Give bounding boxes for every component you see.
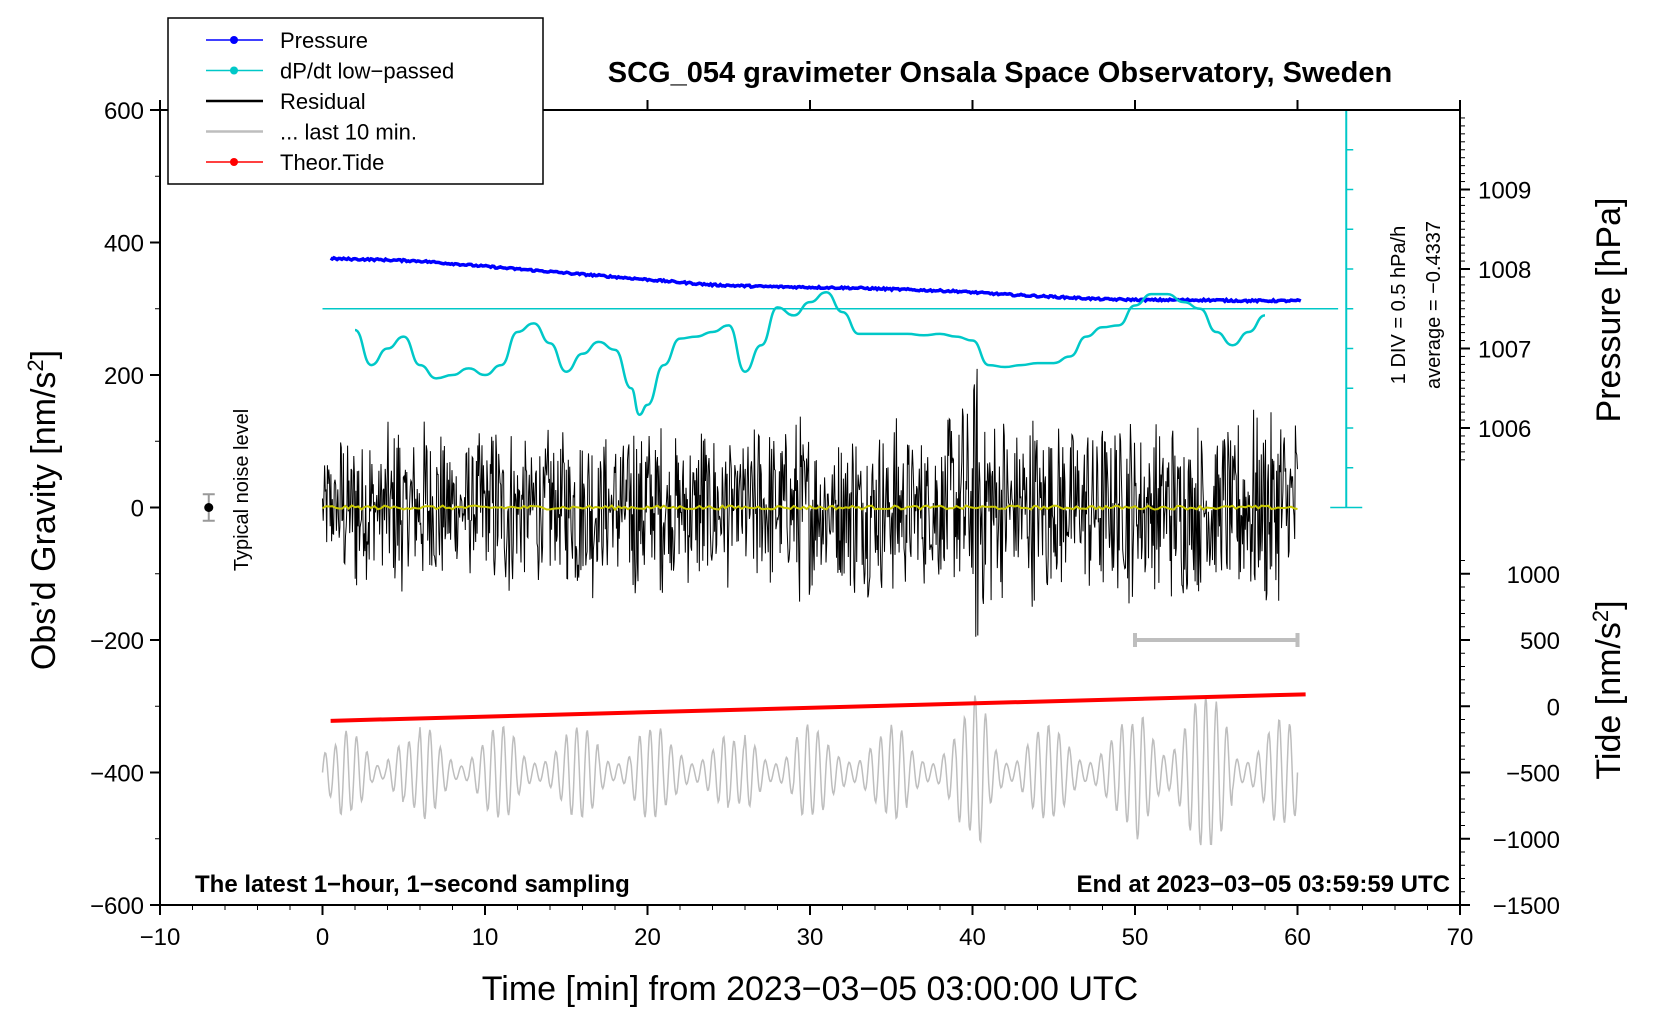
chart-title: SCG_054 gravimeter Onsala Space Observat… xyxy=(608,57,1392,89)
x-tick-label: −10 xyxy=(140,924,181,951)
x-tick-label: 0 xyxy=(316,924,329,951)
tide-tick-label: 1000 xyxy=(1507,562,1560,589)
residual-mean-series xyxy=(321,504,1298,511)
y-axis-title-tide-text: Tide [nm/s xyxy=(1590,622,1628,779)
legend-label: Residual xyxy=(280,89,366,114)
y-axis-title-gravity-end: ] xyxy=(25,350,63,359)
legend-label: ... last 10 min. xyxy=(280,120,417,145)
y-tick-label: 0 xyxy=(131,496,144,523)
x-axis-title: Time [min] from 2023−03−05 03:00:00 UTC xyxy=(482,970,1138,1008)
y-tick-label: −600 xyxy=(90,893,144,920)
last-10-min-series xyxy=(321,695,1299,846)
y-axis-title-tide-sup: 2 xyxy=(1588,610,1613,622)
legend-label: dP/dt low−passed xyxy=(280,59,454,84)
legend-label: Pressure xyxy=(280,28,368,53)
y-tick-label: 200 xyxy=(104,363,144,390)
legend-items: Pressure dP/dt low−passed Residual ... last… xyxy=(206,28,454,175)
pressure-tick-label: 1007 xyxy=(1478,337,1531,364)
pressure-scale-label: 1 DIV = 0.5 hPa/h xyxy=(1388,226,1410,384)
note-end-time: End at 2023−03−05 03:59:59 UTC xyxy=(1076,871,1450,898)
y-tick-label: 600 xyxy=(104,98,144,125)
dpdt-series xyxy=(354,290,1266,417)
y-tick-label: −400 xyxy=(90,761,144,788)
pressure-series xyxy=(329,255,1302,305)
tide-tick-label: 0 xyxy=(1547,694,1560,721)
y-axis-title-gravity-sup: 2 xyxy=(23,359,48,371)
tide-tick-label: −1000 xyxy=(1493,827,1560,854)
y-axis-title-tide: Tide [nm/s2] xyxy=(1588,600,1628,779)
noise-level-label: Typical noise level xyxy=(231,409,253,571)
x-tick-label: 10 xyxy=(472,924,499,951)
tide-tick-label: −500 xyxy=(1506,761,1560,788)
legend-label: Theor.Tide xyxy=(280,150,384,175)
legend: Pressure dP/dt low−passed Residual ... last… xyxy=(167,17,544,185)
noise-level-point xyxy=(204,503,214,512)
x-tick-label: 50 xyxy=(1122,924,1149,951)
y-axis-title-tide-end: ] xyxy=(1590,600,1628,609)
x-tick-label: 20 xyxy=(634,924,661,951)
y-axis-title-pressure: Pressure [hPa] xyxy=(1590,198,1628,423)
residual-series xyxy=(322,368,1298,637)
pressure-average-label: average = −0.4337 xyxy=(1423,221,1445,389)
ticks-layer: −10 0 10 20 30 40 50 60 70 600 400 200 0 −200 −400 −600… xyxy=(90,98,1560,951)
y-tick-label: −200 xyxy=(90,628,144,655)
y-axis-title-gravity: Obs’d Gravity [nm/s2] xyxy=(23,350,63,670)
pressure-tick-label: 1009 xyxy=(1478,178,1531,205)
x-tick-label: 40 xyxy=(959,924,986,951)
legend-swatch-marker xyxy=(230,66,238,75)
legend-swatch-marker xyxy=(230,158,238,166)
tide-series xyxy=(330,692,1306,723)
pressure-tick-label: 1008 xyxy=(1478,257,1531,284)
y-axis-title-gravity-text: Obs’d Gravity [nm/s xyxy=(25,372,63,671)
x-tick-label: 70 xyxy=(1447,924,1474,951)
x-tick-label: 30 xyxy=(797,924,824,951)
series-layer xyxy=(202,109,1363,846)
legend-swatch-marker xyxy=(230,36,238,44)
tide-tick-label: 500 xyxy=(1520,628,1560,655)
y-tick-label: 400 xyxy=(104,231,144,258)
x-tick-label: 60 xyxy=(1284,924,1311,951)
tide-tick-label: −1500 xyxy=(1493,893,1560,920)
note-sampling: The latest 1−hour, 1−second sampling xyxy=(195,871,630,898)
pressure-tick-label: 1006 xyxy=(1478,416,1531,443)
